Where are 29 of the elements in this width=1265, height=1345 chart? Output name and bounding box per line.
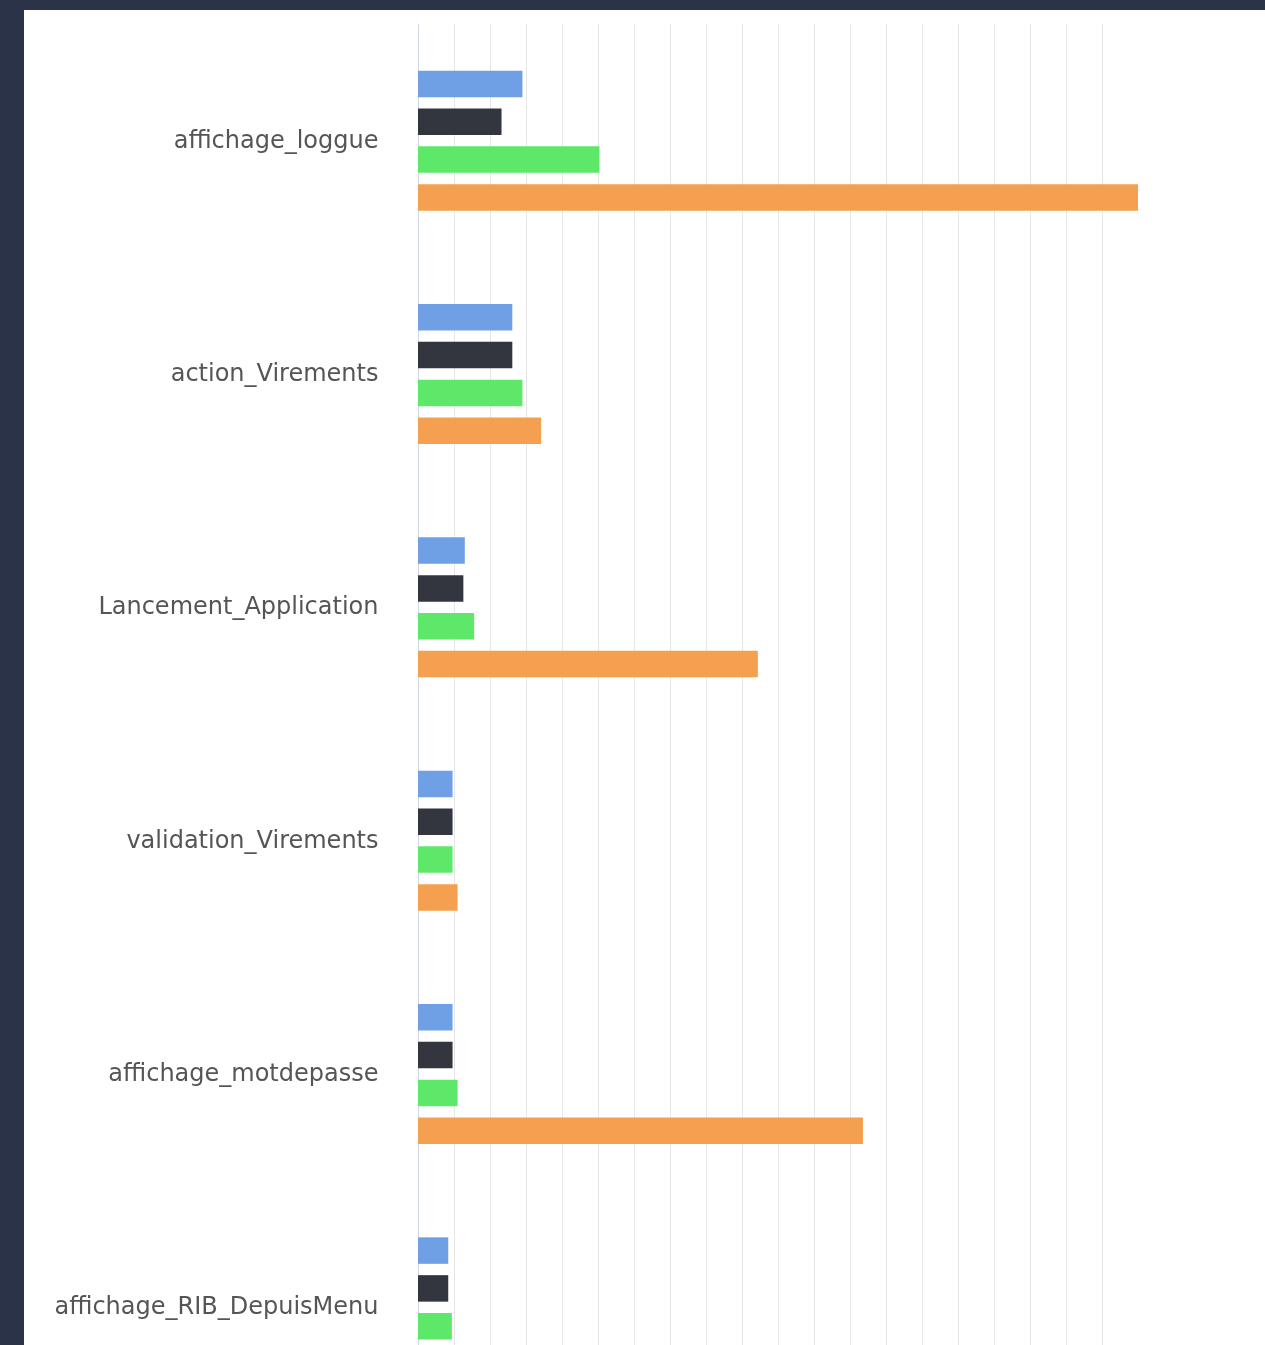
bar (418, 146, 600, 173)
bar (418, 341, 513, 369)
y-tick-label: affichage_RIB_DepuisMenu (54, 1292, 379, 1321)
bar (418, 1004, 453, 1031)
bar (418, 650, 758, 678)
y-tick-label: validation_Virements (126, 825, 379, 854)
bar (418, 1313, 452, 1340)
bar (418, 379, 523, 407)
bar (418, 537, 465, 564)
y-tick-label: affichage_motdepasse (108, 1059, 379, 1087)
bar (418, 1041, 453, 1069)
bar (418, 884, 458, 911)
bar (418, 575, 464, 602)
bar (418, 304, 513, 331)
y-tick-label: Lancement_Application (98, 592, 379, 621)
bar (418, 184, 1138, 211)
bar (418, 1117, 863, 1144)
bar (418, 1275, 449, 1302)
bar (418, 770, 453, 798)
bar (418, 108, 502, 135)
bar (418, 808, 453, 835)
bar (418, 70, 523, 98)
bar (418, 846, 453, 873)
bar (418, 1079, 458, 1107)
bar (418, 1237, 449, 1264)
y-tick-label: affichage_loggue (173, 125, 379, 154)
bar (418, 417, 542, 444)
y-tick-label: action_Virements (170, 359, 379, 387)
bar (418, 613, 475, 640)
